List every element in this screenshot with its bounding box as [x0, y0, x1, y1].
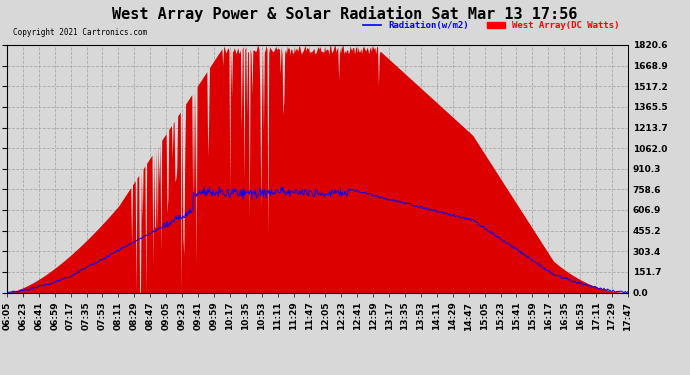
Text: West Array Power & Solar Radiation Sat Mar 13 17:56: West Array Power & Solar Radiation Sat M…	[112, 6, 578, 22]
Legend: Radiation(w/m2), West Array(DC Watts): Radiation(w/m2), West Array(DC Watts)	[359, 17, 623, 33]
Text: Copyright 2021 Cartronics.com: Copyright 2021 Cartronics.com	[13, 28, 147, 37]
